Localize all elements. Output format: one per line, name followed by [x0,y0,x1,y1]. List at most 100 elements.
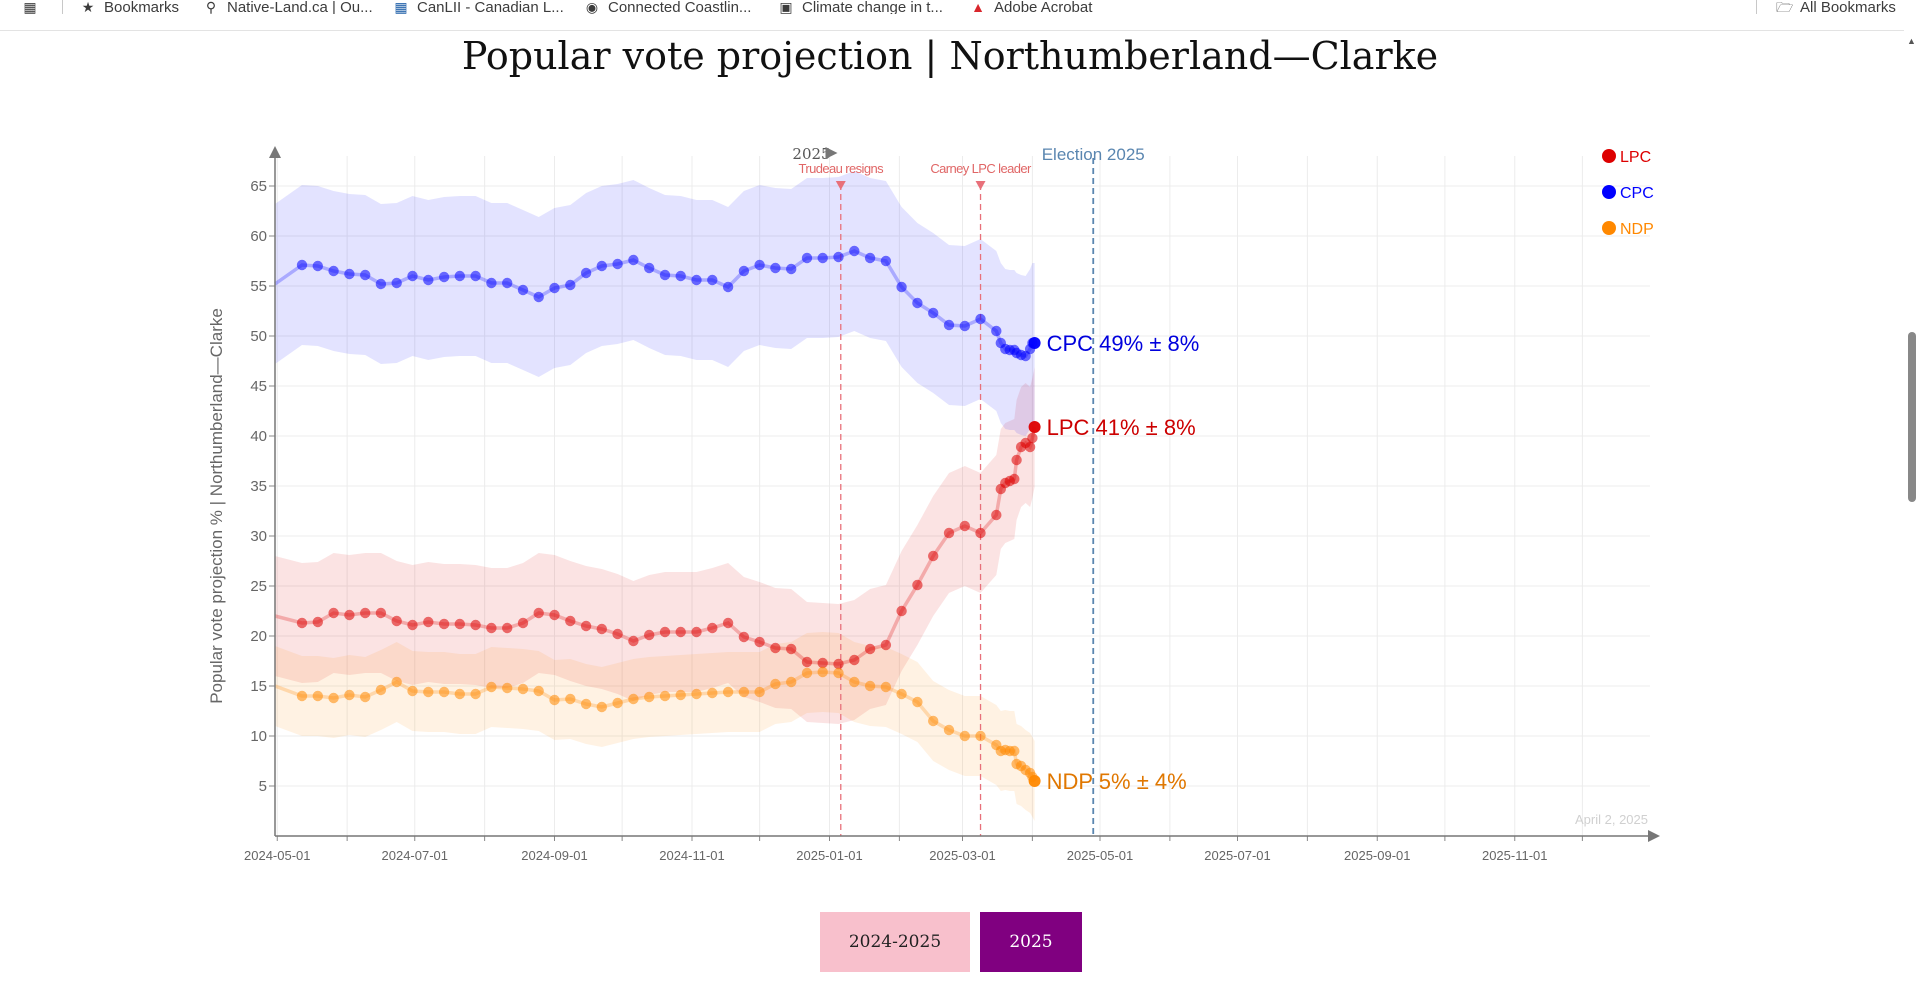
point-lpc [849,654,860,666]
point-cpc [407,270,418,282]
point-lpc [675,626,686,638]
star-icon: ★ [81,0,95,14]
point-ndp [1009,745,1020,757]
point-ndp [786,676,797,688]
point-cpc [691,274,702,286]
point-cpc [344,268,355,280]
point-lpc [296,617,308,629]
point-cpc [943,319,955,331]
point-ndp [517,683,529,695]
y-tick-label: 35 [250,478,267,495]
scroll-thumb[interactable] [1908,332,1916,502]
point-lpc [486,622,497,634]
point-ndp [959,730,970,742]
bookmark-connected-coastlines[interactable]: ◉ Connected Coastlin... [584,0,759,14]
point-ndp [565,693,576,705]
event-marker-icon [835,181,846,190]
point-ndp [707,687,718,699]
point-ndp [644,691,655,703]
point-cpc [864,252,876,264]
point-cpc [817,252,828,264]
point-ndp [580,698,592,710]
point-lpc [391,615,402,627]
y-axis-arrow-icon [269,146,281,158]
bookmark-adobe-acrobat[interactable]: ▲ Adobe Acrobat [970,0,1130,14]
point-ndp [754,686,765,698]
point-lpc [628,635,639,647]
bookmark-label: Climate change in t... [802,0,943,14]
point-cpc [580,267,592,279]
point-lpc [754,636,765,648]
point-lpc [959,520,970,532]
election-label: Election 2025 [1042,145,1145,164]
apps-grid-icon[interactable]: ▦ [23,0,37,14]
point-cpc [833,251,844,263]
y-tick-label: 60 [250,228,267,245]
point-cpc [722,281,734,293]
point-cpc [975,313,986,325]
page-scrollbar[interactable]: ▲ [1904,30,1920,995]
band-ndp [275,632,1035,821]
point-cpc [549,282,560,294]
point-cpc [533,291,544,303]
x-tick-label: 2025-03-01 [929,848,996,863]
point-cpc [328,265,339,277]
bookmarks-divider [1756,0,1757,14]
x-tick-label: 2024-07-01 [382,848,449,863]
bookmark-climate-change[interactable]: ▣ Climate change in t... [778,0,953,14]
point-lpc [1011,454,1022,466]
event-label: Carney LPC leader [930,161,1032,176]
point-lpc [360,607,371,619]
y-tick-label: 65 [250,178,267,195]
point-lpc [801,656,813,668]
point-lpc [880,639,892,651]
globe-icon: ◉ [585,0,599,14]
point-ndp [864,680,876,692]
legend-dot-lpc [1602,149,1616,163]
year-marker-arrow-icon [825,147,838,159]
point-ndp [438,686,450,698]
range-2024-2025-button[interactable]: 2024-2025 [820,912,970,972]
point-lpc [502,622,513,634]
range-2025-button[interactable]: 2025 [980,912,1082,972]
point-cpc [912,297,923,309]
point-cpc [391,277,402,289]
legend-label-cpc: CPC [1620,185,1654,202]
bookmark-bookmarks[interactable]: ★ Bookmarks [80,0,190,14]
point-lpc [1028,421,1041,433]
scroll-up-arrow-icon[interactable]: ▲ [1907,36,1916,46]
point-lpc [454,618,465,630]
chart-legend[interactable]: LPC CPC NDP [1602,149,1654,238]
point-ndp [738,686,750,698]
point-ndp [360,691,371,703]
bookmark-canlii[interactable]: ▦ CanLII - Canadian L... [393,0,568,14]
point-cpc [880,255,892,267]
point-ndp [896,688,907,700]
all-bookmarks-button[interactable]: 🗁 All Bookmarks [1776,0,1901,14]
y-tick-label: 5 [259,778,267,795]
point-lpc [912,579,923,591]
point-lpc [517,617,529,629]
acrobat-icon: ▲ [971,0,985,14]
point-cpc [454,270,465,282]
y-tick-label: 45 [250,378,267,395]
bookmark-native-land[interactable]: ⚲ Native-Land.ca | Ou... [203,0,378,14]
point-lpc [786,643,797,655]
point-lpc [596,623,607,635]
point-ndp [912,696,923,708]
point-ndp [628,693,639,705]
point-cpc [754,259,765,271]
point-cpc [1028,337,1041,349]
point-cpc [486,277,497,289]
bookmark-label: Adobe Acrobat [994,0,1093,14]
point-cpc [438,271,450,283]
point-cpc [928,307,939,319]
point-lpc [328,607,339,619]
point-lpc [312,616,323,628]
x-tick-label: 2024-11-01 [659,848,725,863]
point-ndp [549,694,560,706]
point-cpc [517,284,529,296]
series-points [296,245,1041,787]
